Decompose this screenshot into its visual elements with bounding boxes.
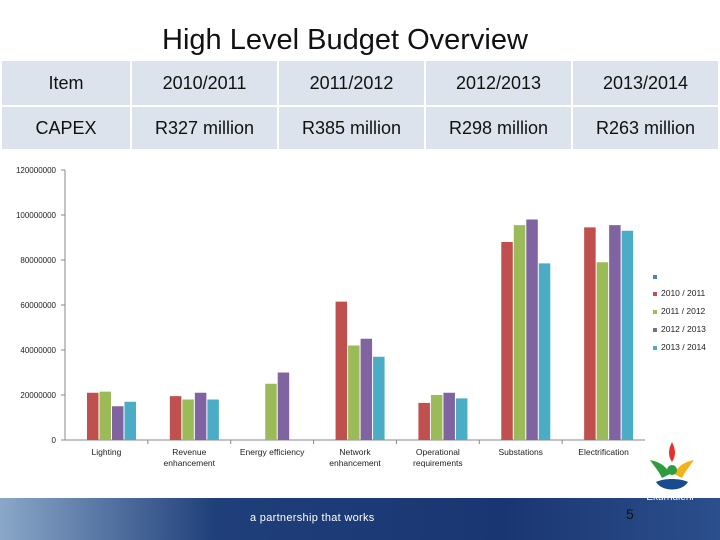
footer-bar xyxy=(0,498,720,540)
y-tick-label: 80000000 xyxy=(20,256,56,265)
table-header-cell: Item xyxy=(2,61,130,105)
legend-marker xyxy=(653,328,657,332)
table-cell: R298 million xyxy=(426,105,571,149)
bar xyxy=(277,372,290,440)
bar xyxy=(443,392,455,440)
bar xyxy=(360,338,373,440)
bar xyxy=(99,391,111,440)
bar xyxy=(430,395,443,440)
y-tick-label: 40000000 xyxy=(20,346,56,355)
x-tick-label: requirements xyxy=(413,458,463,468)
legend-label: 2013 / 2014 xyxy=(661,342,706,352)
legend-marker xyxy=(653,346,657,350)
bar xyxy=(265,383,277,440)
logo-name: Ekurhuleni xyxy=(646,492,694,503)
bar xyxy=(373,356,385,440)
y-tick-label: 0 xyxy=(52,436,57,445)
capex-table: Item 2010/2011 2011/2012 2012/2013 2013/… xyxy=(0,61,720,149)
bar xyxy=(609,225,621,440)
x-tick-label: Network xyxy=(339,447,371,457)
bar xyxy=(194,392,207,440)
bar xyxy=(584,227,596,440)
x-tick-label: Operational xyxy=(416,447,460,457)
y-tick-label: 60000000 xyxy=(20,301,56,310)
x-tick-label: Revenue xyxy=(172,447,206,457)
bar xyxy=(112,406,124,440)
ekurhuleni-logo-icon xyxy=(650,442,694,490)
table-header-cell: 2013/2014 xyxy=(573,61,718,105)
bar xyxy=(418,402,430,440)
legend-marker xyxy=(653,310,657,314)
legend-label: 2011 / 2012 xyxy=(661,306,706,316)
bar xyxy=(526,219,538,440)
page-number: 5 xyxy=(626,506,634,522)
bar xyxy=(538,263,551,440)
x-tick-label: enhancement xyxy=(164,458,216,468)
table-cell: R327 million xyxy=(132,105,277,149)
bar xyxy=(87,392,99,440)
table-header-cell: 2012/2013 xyxy=(426,61,571,105)
table-cell: R385 million xyxy=(279,105,424,149)
table-header-cell: 2010/2011 xyxy=(132,61,277,105)
x-tick-label: enhancement xyxy=(329,458,381,468)
legend-label: 2010 / 2011 xyxy=(661,288,706,298)
y-tick-label: 20000000 xyxy=(20,391,56,400)
x-tick-label: Lighting xyxy=(92,447,122,457)
table-header-row: Item 2010/2011 2011/2012 2012/2013 2013/… xyxy=(2,61,718,105)
bar xyxy=(455,398,468,440)
slide-title: High Level Budget Overview xyxy=(162,24,528,56)
bar xyxy=(621,230,634,440)
bar xyxy=(596,262,609,440)
bar xyxy=(169,396,182,440)
table-row: CAPEX R327 million R385 million R298 mil… xyxy=(2,105,718,149)
y-tick-label: 100000000 xyxy=(16,211,57,220)
bar xyxy=(182,399,194,440)
table-cell: CAPEX xyxy=(2,105,130,149)
legend-label: 2012 / 2013 xyxy=(661,324,706,334)
bar xyxy=(124,401,136,440)
table-cell: R263 million xyxy=(573,105,718,149)
table-header-cell: 2011/2012 xyxy=(279,61,424,105)
footer-tagline: a partnership that works xyxy=(250,512,375,524)
bar xyxy=(348,345,360,440)
bar xyxy=(513,225,526,440)
bar xyxy=(207,399,219,440)
bar xyxy=(501,242,513,440)
legend-marker xyxy=(653,292,657,296)
x-tick-label: Electrification xyxy=(578,447,629,457)
legend-marker xyxy=(653,275,657,279)
x-tick-label: Energy efficiency xyxy=(240,447,305,457)
y-tick-label: 120000000 xyxy=(16,166,57,175)
x-tick-label: Substations xyxy=(499,447,543,457)
bar xyxy=(335,301,348,440)
